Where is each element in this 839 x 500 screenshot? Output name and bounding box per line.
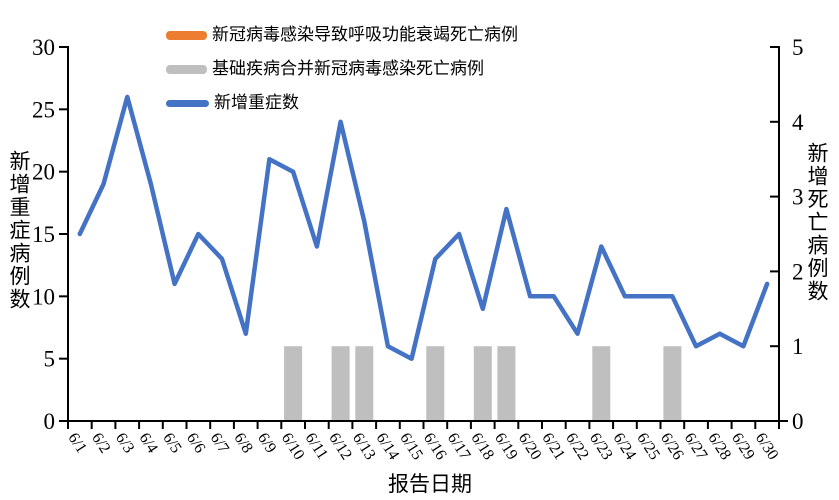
legend-item-underlying-disease-deaths: 基础疾病合并新冠病毒感染死亡病例	[166, 58, 518, 80]
left-axis-tick-label: 30	[32, 35, 55, 60]
left-axis-tick-label: 15	[32, 222, 55, 247]
x-axis-tick-label: 6/12	[325, 430, 355, 463]
x-axis-tick-label: 6/6	[183, 430, 208, 456]
right-axis-tick-label: 1	[792, 334, 804, 359]
right-axis-tick-label: 3	[792, 185, 804, 210]
left-axis-tick-label: 0	[44, 409, 56, 434]
death-count-bar	[497, 346, 516, 421]
left-axis-tick-label: 5	[44, 347, 56, 372]
x-axis-tick-label: 6/10	[278, 430, 308, 463]
x-axis-tick-label: 6/26	[657, 430, 687, 463]
death-count-bar	[331, 346, 350, 421]
x-axis-tick-label: 6/23	[586, 430, 616, 463]
right-axis-tick-label: 2	[792, 259, 804, 284]
right-axis-tick-label: 5	[792, 35, 804, 60]
legend-swatch-1	[166, 64, 207, 74]
x-axis-tick-label: 6/4	[136, 430, 161, 456]
x-axis-tick-label: 6/17	[444, 430, 474, 463]
x-axis-tick-label: 6/5	[159, 430, 184, 456]
right-axis-tick-label: 0	[792, 409, 804, 434]
death-count-bar	[592, 346, 611, 421]
severe-cases-line	[77, 94, 770, 361]
death-count-bar	[284, 346, 303, 421]
legend-label-respiratory-deaths: 新冠病毒感染导致呼吸功能衰竭死亡病例	[212, 25, 518, 44]
x-axis-tick-label: 6/14	[373, 430, 403, 463]
x-axis-tick-label: 6/11	[302, 430, 331, 463]
death-count-bar	[426, 346, 445, 421]
x-axis-tick-label: 6/3	[112, 430, 137, 456]
x-axis-tick-label: 6/13	[349, 430, 379, 463]
x-axis-tick-label: 6/8	[230, 430, 255, 456]
legend-item-new-severe-cases: 新增重症数	[166, 92, 518, 114]
x-axis-tick-label: 6/27	[681, 430, 711, 463]
legend-item-respiratory-deaths: 新冠病毒感染导致呼吸功能衰竭死亡病例	[166, 24, 518, 46]
left-axis-tick-label: 25	[32, 97, 55, 122]
x-axis-tick-label: 6/24	[610, 430, 640, 463]
x-axis-tick-label: 6/16	[420, 430, 450, 463]
left-axis-tick-label: 20	[32, 160, 55, 185]
right-axis-tick-label: 4	[792, 110, 804, 135]
death-count-bar	[355, 346, 374, 421]
x-axis-tick-label: 6/18	[467, 430, 497, 463]
x-axis-tick-label: 6/7	[207, 430, 232, 456]
x-axis-tick-label: 6/1	[64, 430, 89, 456]
legend-swatch-2	[166, 99, 209, 107]
x-axis-tick-label: 6/30	[752, 430, 782, 463]
x-axis-tick-label: 6/15	[396, 430, 426, 463]
legend-label-underlying-disease-deaths: 基础疾病合并新冠病毒感染死亡病例	[212, 59, 484, 78]
legend-label-new-severe-cases: 新增重症数	[214, 93, 299, 112]
death-count-bar	[663, 346, 682, 421]
x-axis-tick-label: 6/9	[254, 430, 279, 456]
left-axis-title: 新增重症病例数	[7, 150, 31, 311]
x-axis-tick-label: 6/22	[562, 430, 592, 463]
x-axis-tick-label: 6/25	[633, 430, 663, 463]
x-axis-tick-label: 6/19	[491, 430, 521, 463]
left-axis-tick-label: 10	[32, 284, 55, 309]
legend-swatch-0	[166, 30, 207, 40]
legend: 新冠病毒感染导致呼吸功能衰竭死亡病例 基础疾病合并新冠病毒感染死亡病例 新增重症…	[166, 24, 518, 126]
x-axis-tick-label: 6/28	[704, 430, 734, 463]
right-axis-title: 新增死亡病例数	[805, 142, 829, 303]
x-axis-title: 报告日期	[388, 472, 472, 496]
x-axis-tick-label: 6/2	[88, 430, 113, 456]
death-count-bar	[473, 346, 492, 421]
x-axis-tick-label: 6/20	[515, 430, 545, 463]
x-axis-tick-label: 6/29	[728, 430, 758, 463]
x-axis-tick-label: 6/21	[538, 430, 568, 463]
